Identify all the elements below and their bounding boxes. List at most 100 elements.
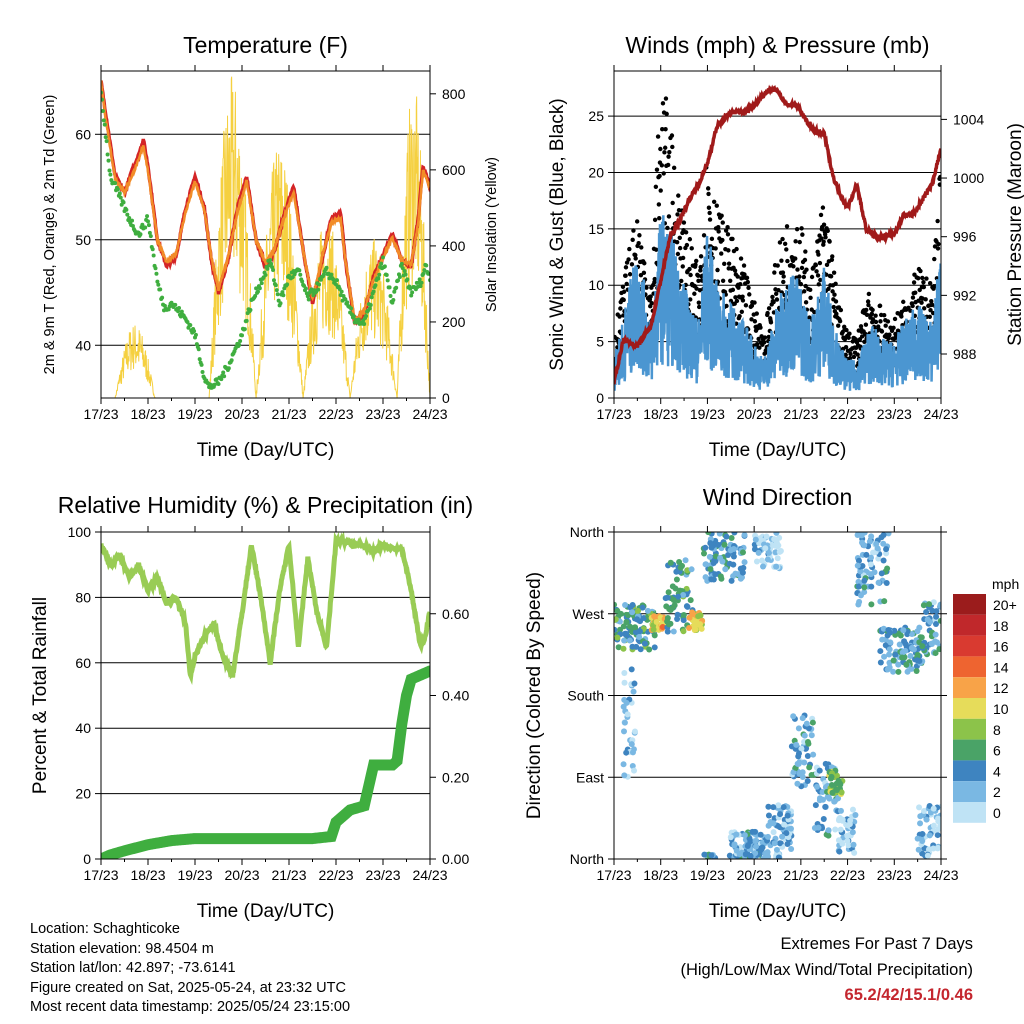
direction-point [923, 608, 930, 615]
gust-point [768, 320, 774, 325]
gust-point [821, 239, 826, 244]
gust-point [838, 307, 844, 313]
direction-point [680, 617, 687, 624]
y-right-axis-label: Solar Insolation (Yellow) [484, 157, 500, 312]
direction-point [760, 855, 767, 859]
direction-point [760, 563, 767, 570]
direction-point [832, 826, 839, 833]
direction-point [621, 679, 628, 686]
dewpoint-point [156, 282, 161, 287]
gust-point [911, 280, 917, 285]
direction-point [697, 621, 704, 628]
direction-point [718, 575, 725, 582]
direction-point [937, 601, 941, 608]
gust-point [815, 273, 821, 278]
gust-point [892, 316, 898, 322]
gust-point [869, 311, 875, 317]
dewpoint-point [160, 295, 165, 300]
gust-point [687, 237, 693, 242]
direction-point [833, 780, 840, 787]
dewpoint-point [113, 181, 118, 186]
colorbar-label: 12 [993, 680, 1009, 696]
gust-point [698, 264, 703, 270]
direction-point [831, 798, 838, 805]
dewpoint-point [257, 286, 262, 291]
gust-point [847, 355, 853, 361]
gust-point [747, 292, 752, 297]
gust-point [697, 304, 702, 310]
gust-point [901, 299, 906, 305]
dewpoint-point [303, 286, 308, 291]
dewpoint-point [263, 272, 268, 277]
direction-point [741, 832, 748, 839]
dewpoint-point [147, 230, 152, 235]
direction-point [902, 640, 909, 647]
gust-point [698, 254, 704, 259]
direction-point [933, 608, 940, 615]
gust-point [762, 335, 768, 340]
direction-point [883, 580, 890, 587]
chart-4: Wind DirectionNorthEastSouthWestNorth17/… [524, 484, 959, 922]
direction-point [673, 568, 680, 575]
direction-point [829, 789, 836, 796]
direction-point [795, 725, 802, 732]
gust-point [752, 319, 758, 324]
gust-point [629, 262, 635, 267]
direction-point [664, 628, 671, 635]
direction-point [919, 850, 926, 857]
direction-point [730, 553, 737, 560]
extremes-title: Extremes For Past 7 Days [780, 935, 973, 953]
direction-point [850, 841, 857, 848]
dewpoint-point [391, 298, 396, 303]
colorbar-label: 18 [993, 618, 1009, 634]
direction-point [934, 832, 941, 839]
gust-point [713, 246, 718, 251]
direction-point [773, 846, 780, 853]
direction-point [749, 828, 756, 835]
direction-point [877, 659, 884, 666]
gust-point [921, 306, 927, 311]
direction-point [621, 728, 628, 735]
colorbar-swatch [953, 739, 986, 761]
direction-point [933, 613, 940, 620]
gust-point [766, 306, 772, 311]
direction-point [790, 713, 797, 720]
gust-point [913, 290, 918, 295]
gust-point [843, 352, 848, 358]
direction-point [741, 559, 748, 566]
direction-point [776, 534, 783, 541]
direction-point [895, 668, 902, 675]
x-tick-label: 23/23 [365, 406, 400, 422]
gust-point [781, 279, 786, 285]
direction-point [930, 599, 937, 606]
y-tick-label: 40 [75, 720, 91, 736]
gust-point [701, 233, 707, 238]
gust-point [737, 313, 742, 319]
dewpoint-point [382, 264, 387, 269]
gust-point [665, 162, 671, 168]
dewpoint-point [269, 261, 274, 266]
x-tick-label: 22/23 [830, 867, 865, 883]
gust-point [707, 210, 712, 216]
direction-point [913, 668, 920, 675]
created-label: Figure created on Sat, 2025-05-24, at 23… [30, 979, 346, 996]
gust-point [795, 267, 800, 272]
dewpoint-point [148, 234, 153, 239]
gust-point [723, 228, 729, 233]
gust-point [937, 182, 941, 187]
gust-point [730, 236, 735, 242]
gust-point [780, 236, 785, 242]
gust-point [637, 233, 642, 238]
y-tick-label: 5 [596, 334, 604, 350]
dewpoint-point [151, 253, 156, 258]
gust-point [617, 314, 622, 319]
gust-point [928, 308, 933, 313]
gust-point [676, 193, 681, 198]
direction-point [867, 561, 874, 568]
direction-point [884, 666, 891, 673]
gust-point [929, 302, 935, 307]
dewpoint-point [403, 272, 408, 277]
y-tick-label: 60 [75, 655, 91, 671]
dewpoint-point [118, 195, 123, 200]
